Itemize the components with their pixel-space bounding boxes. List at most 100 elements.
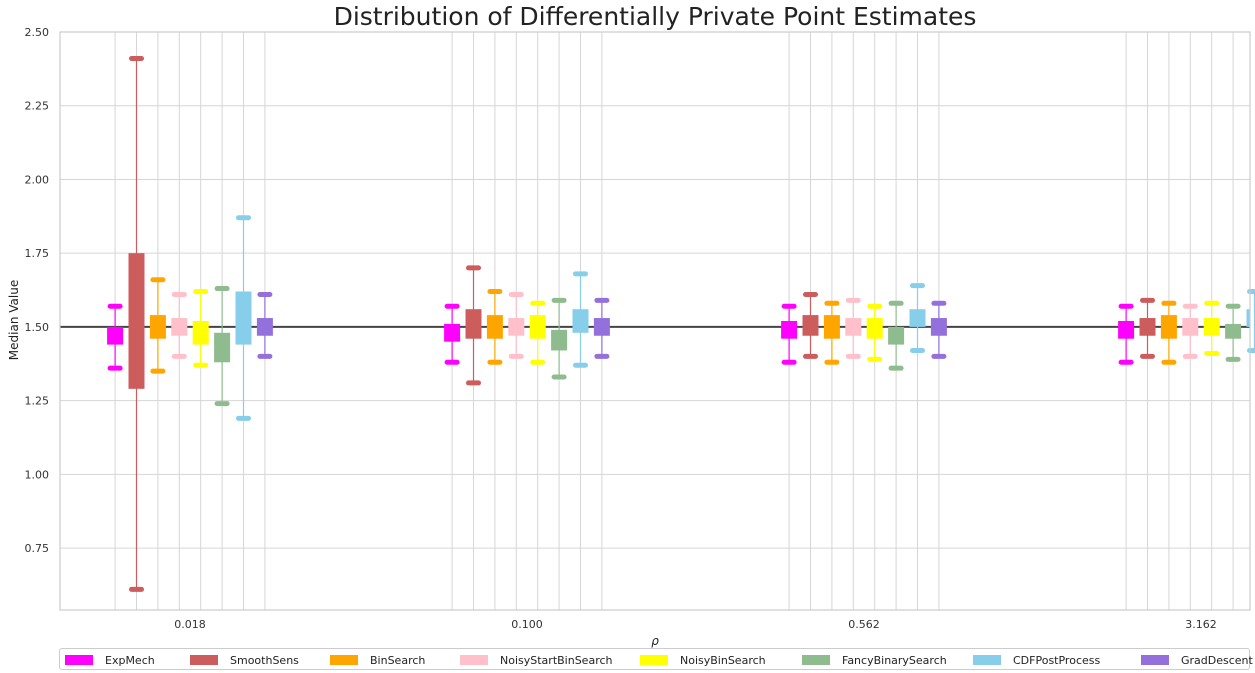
box-layer	[107, 56, 1255, 592]
legend-swatch	[460, 655, 488, 665]
legend-label: ExpMech	[105, 653, 155, 667]
box-rect	[802, 315, 819, 336]
box-graddescent	[593, 297, 610, 359]
legend-label: NoisyBinSearch	[680, 653, 766, 667]
legend-swatch	[190, 655, 218, 665]
box-rect	[930, 318, 947, 336]
x-tick-label: 0.562	[848, 618, 880, 631]
box-noisystartbinsearch	[171, 291, 188, 359]
legend-label: FancyBinarySearch	[842, 653, 947, 667]
chart-title: Distribution of Differentially Private P…	[333, 2, 977, 31]
box-rect	[888, 326, 905, 345]
legend-item-noisystartbinsearch: NoisyStartBinSearch	[460, 652, 613, 668]
x-tick-labels: 0.018 0.100 0.562 3.162	[174, 618, 1217, 631]
y-tick-label: 0.75	[25, 542, 50, 555]
box-noisybinsearch	[1203, 300, 1220, 356]
box-rect	[1246, 309, 1250, 327]
legend-item-fancybinarysearch: FancyBinarySearch	[802, 652, 947, 668]
legend-item-cdfpostprocess: CDFPostProcess	[973, 652, 1100, 668]
y-tick-label: 1.50	[25, 321, 50, 334]
box-rect	[823, 315, 840, 339]
x-tick-label: 3.162	[1185, 618, 1217, 631]
box-rect	[1225, 323, 1242, 339]
y-tick-label: 2.00	[25, 173, 50, 186]
box-graddescent	[256, 291, 273, 359]
box-fancybinarysearch	[888, 300, 905, 371]
box-rect	[909, 309, 926, 327]
box-fancybinarysearch	[1225, 303, 1242, 362]
box-binsearch	[1160, 300, 1177, 365]
box-rect	[444, 323, 461, 342]
legend-swatch	[65, 655, 93, 665]
legend-item-graddescent: GradDescent	[1141, 652, 1253, 668]
box-rect	[214, 332, 231, 363]
y-tick-label: 1.75	[25, 247, 50, 260]
plot-frame	[59, 31, 1251, 611]
legend-label: CDFPostProcess	[1013, 653, 1101, 667]
box-cdfpostprocess	[572, 271, 589, 368]
legend-label: NoisyStartBinSearch	[500, 653, 613, 667]
legend-item-binsearch: BinSearch	[330, 652, 425, 668]
box-rect	[192, 321, 209, 345]
x-tick-label: 0.018	[174, 618, 206, 631]
box-rect	[486, 315, 503, 339]
box-cdfpostprocess	[909, 283, 926, 353]
legend-label: SmoothSens	[230, 653, 299, 667]
box-rect	[235, 291, 252, 345]
box-rect	[256, 318, 273, 336]
box-fancybinarysearch	[214, 286, 231, 407]
box-binsearch	[149, 277, 166, 374]
legend-item-noisybinsearch: NoisyBinSearch	[640, 652, 766, 668]
box-rect	[128, 253, 145, 389]
box-cdfpostprocess	[235, 215, 252, 421]
plot-border	[59, 31, 1251, 611]
box-rect	[149, 315, 166, 339]
legend-item-expmech: ExpMech	[65, 652, 155, 668]
box-fancybinarysearch	[551, 297, 568, 380]
box-rect	[171, 318, 188, 336]
box-expmech	[107, 303, 124, 371]
box-rect	[1182, 318, 1199, 336]
box-rect	[572, 309, 589, 333]
x-axis-label: ρ	[651, 634, 659, 648]
box-binsearch	[823, 300, 840, 365]
box-rect	[1203, 318, 1220, 336]
box-expmech	[444, 303, 461, 365]
box-rect	[1160, 315, 1177, 339]
box-binsearch	[486, 289, 503, 365]
box-cdfpostprocess	[1246, 289, 1255, 353]
box-rect	[781, 321, 798, 339]
x-tick-label: 0.100	[511, 618, 543, 631]
box-smoothsens	[1139, 297, 1156, 359]
legend: ExpMech SmoothSens BinSearch NoisyStartBinS…	[59, 648, 1253, 670]
box-graddescent	[930, 300, 947, 359]
box-rect	[465, 309, 482, 339]
legend-swatch	[640, 655, 668, 665]
y-axis-label: Median Value	[7, 280, 21, 360]
box-smoothsens	[802, 291, 819, 359]
box-noisystartbinsearch	[845, 297, 862, 359]
box-smoothsens	[128, 56, 145, 592]
box-rect	[866, 318, 883, 339]
box-noisybinsearch	[192, 289, 209, 368]
legend-label: GradDescent	[1181, 653, 1253, 667]
y-tick-labels: 0.75 1.00 1.25 1.50 1.75 2.00 2.25 2.50	[25, 26, 50, 555]
box-noisystartbinsearch	[508, 291, 525, 359]
box-rect	[593, 318, 610, 336]
box-expmech	[781, 303, 798, 365]
y-tick-label: 2.25	[25, 100, 50, 113]
box-rect	[107, 326, 124, 345]
box-rect	[551, 329, 568, 351]
y-tick-label: 1.00	[25, 468, 50, 481]
legend-swatch	[1141, 655, 1169, 665]
legend-swatch	[330, 655, 358, 665]
box-rect	[1118, 321, 1135, 339]
legend-swatch	[802, 655, 830, 665]
y-tick-label: 1.25	[25, 395, 50, 408]
box-rect	[845, 318, 862, 336]
legend-item-smoothsens: SmoothSens	[190, 652, 299, 668]
box-rect	[508, 318, 525, 336]
box-rect	[529, 315, 546, 339]
box-smoothsens	[465, 265, 482, 386]
